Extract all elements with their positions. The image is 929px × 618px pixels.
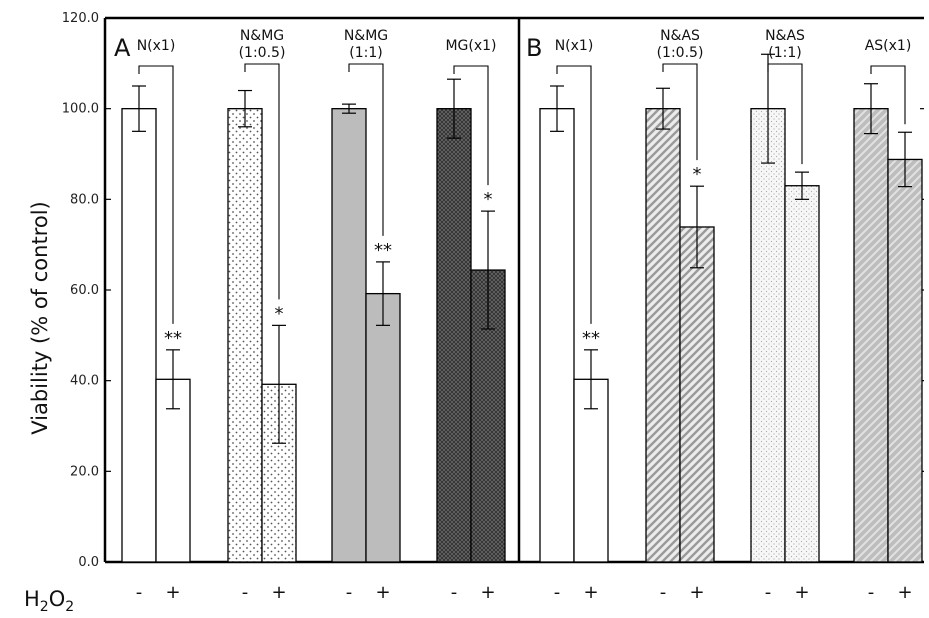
panel-letter: B [526,34,542,62]
treatment-label: - [136,582,143,603]
bar [853,108,889,563]
group-label: N(x1) [137,38,176,54]
bar [750,108,786,563]
treatment-label: + [375,582,390,603]
group-label: N&MG [240,28,284,44]
bar [331,108,367,563]
comparison-bracket [870,65,906,125]
group-label: N&AS [765,28,805,44]
y-axis-label: Viability (% of control) [28,201,52,435]
group-label: N&AS [660,28,700,44]
y-tick-label: 0.0 [78,555,99,570]
bars-layer [121,53,923,563]
group-label: (1:0.5) [239,45,286,61]
treatment-label: - [660,582,667,603]
group-label: N(x1) [555,38,594,54]
treatment-label: + [271,582,286,603]
treatment-label: + [165,582,180,603]
bar [679,226,715,563]
bar [784,185,820,563]
bar [365,292,401,563]
x-axis-treatment-label: H2O2 [24,587,74,615]
y-tick-label: 120.0 [62,11,99,26]
significance-marker: * [275,303,284,324]
treatment-label: + [583,582,598,603]
bar [573,378,609,563]
significance-marker: ** [582,328,600,349]
labels-layer: A- +N(x1)**- +N&MG(1:0.5)*- +N&MG(1:1)**- +M… [114,28,913,603]
group-label: (1:1) [768,45,801,61]
bar [887,158,923,563]
treatment-label: + [897,582,912,603]
comparison-bracket [662,63,698,161]
group-label: (1:1) [349,45,382,61]
comparison-bracket [348,63,384,236]
bar [645,108,681,563]
bar [121,108,157,563]
treatment-label: - [242,582,249,603]
treatment-label: + [480,582,495,603]
treatment-label: - [765,582,772,603]
group-label: MG(x1) [445,38,496,54]
comparison-bracket [767,63,803,165]
treatment-label: + [689,582,704,603]
significance-marker: ** [374,240,392,261]
comparison-bracket [244,63,280,300]
treatment-label: - [554,582,561,603]
group-label: (1:0.5) [657,45,704,61]
significance-marker: * [484,189,493,210]
bar [227,108,263,563]
group-label: AS(x1) [865,38,912,54]
y-tick-label: 100.0 [62,102,99,117]
group-label: N&MG [344,28,388,44]
panel-letter: A [114,34,131,62]
y-tick-label: 40.0 [70,374,99,389]
comparison-bracket [138,65,174,324]
bar [436,108,472,563]
treatment-label: + [794,582,809,603]
treatment-label: - [868,582,875,603]
comparison-bracket [453,65,489,186]
significance-marker: ** [164,328,182,349]
y-tick-label: 80.0 [70,192,99,207]
y-tick-label: 20.0 [70,464,99,479]
y-tick-label: 60.0 [70,283,99,298]
y-axis: 0.0 20.0 40.0 60.0 80.0 100.0 120.0 [62,11,924,570]
treatment-label: - [346,582,353,603]
bar [539,108,575,563]
treatment-label: - [451,582,458,603]
comparison-bracket [556,65,592,324]
significance-marker: * [693,164,702,185]
